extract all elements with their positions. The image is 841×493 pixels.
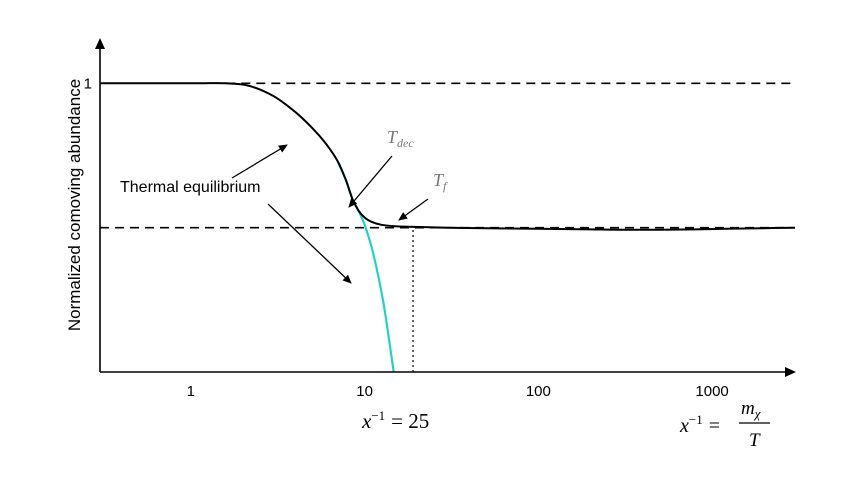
t-f-arrow bbox=[398, 198, 429, 221]
x-value-label: x−1 = 25 bbox=[361, 408, 429, 433]
y-axis-arrow-icon bbox=[95, 38, 105, 49]
svg-text:T: T bbox=[749, 430, 761, 451]
y-tick-labels: 1 bbox=[84, 75, 92, 92]
t-f-label: Tf bbox=[433, 170, 448, 193]
y-tick-label: 1 bbox=[84, 75, 92, 92]
abundance-curve bbox=[99, 82, 796, 231]
x-tick-label: 10 bbox=[356, 383, 373, 400]
equilibrium-abundance-curve bbox=[336, 160, 395, 373]
t-dec-label: Tdec bbox=[387, 127, 414, 150]
thermal-equilibrium-label: Thermal equilibrium bbox=[120, 179, 261, 196]
thermal-equilibrium-arrow-up bbox=[231, 144, 288, 179]
svg-text:mχ: mχ bbox=[741, 398, 761, 421]
x-tick-label: 1 bbox=[187, 383, 195, 400]
x-tick-label: 100 bbox=[526, 383, 551, 400]
x-tick-label: 1000 bbox=[695, 383, 728, 400]
x-axis-arrow-icon bbox=[785, 367, 796, 377]
x-axis-formula: x−1 = mχ T bbox=[679, 398, 770, 451]
t-dec-arrow bbox=[348, 155, 393, 208]
x-tick-labels: 1 10 100 1000 bbox=[187, 383, 729, 400]
svg-text:x−1=: x−1 = bbox=[679, 412, 720, 437]
y-axis-label: Normalized comoving abundance bbox=[65, 79, 84, 331]
thermal-equilibrium-arrow-down bbox=[267, 203, 352, 284]
